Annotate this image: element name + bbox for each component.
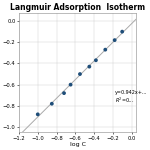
Title: Langmuir Adsorption  Isotherm: Langmuir Adsorption Isotherm <box>10 3 145 12</box>
Point <box>51 103 53 105</box>
Point <box>104 48 106 51</box>
Point <box>88 65 91 68</box>
Point <box>69 83 72 86</box>
Point <box>95 59 97 61</box>
Point <box>37 113 39 116</box>
Point <box>79 73 81 75</box>
Point <box>63 92 65 94</box>
X-axis label: log C: log C <box>70 142 86 147</box>
Point <box>113 39 116 41</box>
Text: y=0.942x+...
$R^2$=0...: y=0.942x+... $R^2$=0... <box>115 90 147 105</box>
Point <box>121 30 123 33</box>
